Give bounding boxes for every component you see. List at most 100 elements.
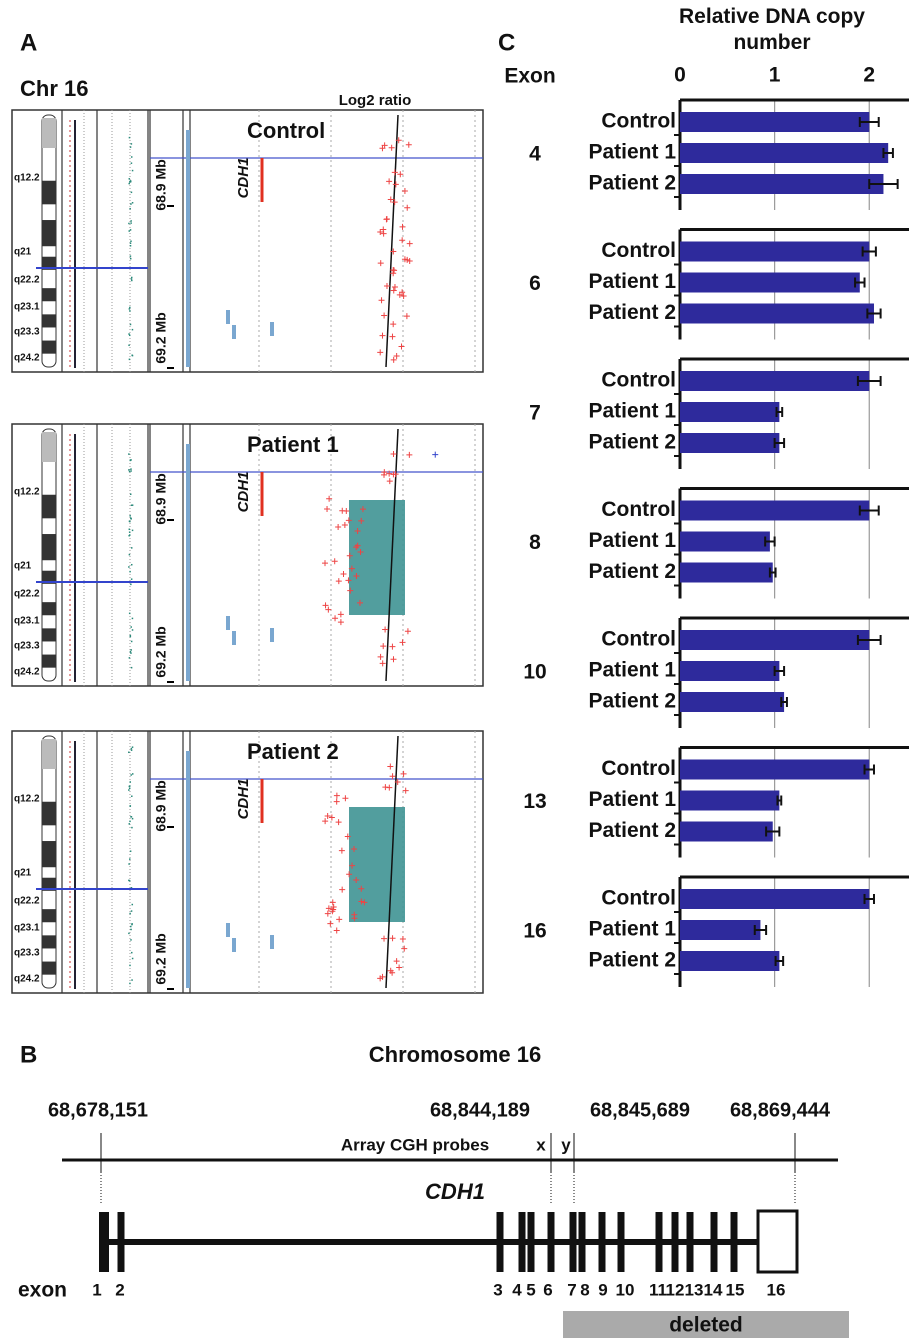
dot	[132, 618, 134, 620]
exon	[618, 1212, 625, 1272]
band-label: q23.3	[14, 948, 40, 959]
dot	[129, 181, 131, 183]
panel-label: C	[498, 29, 515, 56]
dot	[130, 146, 132, 148]
dot	[128, 183, 130, 185]
dot	[129, 515, 131, 517]
gene-block	[226, 616, 230, 630]
dot	[132, 904, 134, 906]
exon-number: 5	[526, 1280, 535, 1299]
dot	[131, 952, 133, 954]
category-label: Patient 1	[588, 529, 676, 552]
band-label: q23.1	[14, 302, 40, 313]
gene-block	[226, 310, 230, 324]
dot	[131, 641, 133, 643]
gene-block	[232, 938, 236, 952]
dot	[130, 222, 132, 224]
bar	[680, 112, 869, 132]
gene-track	[186, 444, 190, 681]
dot	[131, 564, 133, 566]
dot	[128, 223, 130, 225]
category-label: Patient 1	[588, 270, 676, 293]
exon	[656, 1212, 663, 1272]
exon-number: 12	[666, 1280, 685, 1299]
bar	[680, 791, 779, 811]
bar	[680, 951, 779, 971]
bar	[680, 563, 773, 583]
panel-label: A	[20, 29, 37, 56]
ideogram-band	[42, 962, 56, 975]
category-label: Control	[601, 887, 676, 910]
bar	[680, 402, 779, 422]
group-label: 6	[529, 272, 541, 295]
bar	[680, 174, 883, 194]
bar	[680, 371, 869, 391]
dot	[130, 220, 132, 222]
dot	[128, 789, 130, 791]
ideogram-band	[42, 495, 56, 519]
dot	[130, 518, 132, 520]
bar	[680, 661, 779, 681]
exon-number: 7	[567, 1280, 576, 1299]
dot	[131, 162, 133, 164]
dot	[132, 202, 134, 204]
bar	[680, 822, 773, 842]
dot	[130, 229, 132, 231]
band-label: q21	[14, 868, 32, 879]
dot	[129, 471, 131, 473]
bar	[680, 304, 874, 324]
dot	[129, 529, 131, 531]
bar	[680, 242, 869, 262]
ideogram-band	[42, 341, 56, 354]
category-label: Patient 1	[588, 788, 676, 811]
dot	[128, 535, 130, 537]
exon	[599, 1212, 606, 1272]
dot	[131, 748, 133, 750]
band-label: q22.2	[14, 896, 40, 907]
dot	[129, 786, 131, 788]
dot	[129, 913, 131, 915]
deletion-segment	[349, 500, 405, 615]
dot	[131, 355, 133, 357]
dot	[129, 823, 131, 825]
exon-number: 2	[115, 1280, 124, 1299]
dot	[131, 278, 133, 280]
coordinate-label: 68,845,689	[590, 1099, 690, 1121]
exon-number: 13	[685, 1280, 704, 1299]
page: { "panel_labels": {"A": "A", "B": "B", "…	[0, 0, 909, 1338]
dot	[130, 929, 132, 931]
dot	[130, 626, 132, 628]
dot	[129, 821, 131, 823]
ideogram-band	[42, 739, 56, 769]
ideogram-band	[42, 602, 56, 615]
dot	[128, 752, 130, 754]
bar	[680, 532, 770, 552]
dot	[129, 137, 131, 139]
ideogram-band	[42, 220, 56, 246]
category-label: Control	[601, 498, 676, 521]
dot	[130, 939, 132, 941]
band-label: q24.2	[14, 667, 40, 678]
dot	[129, 335, 131, 337]
coordinate-label: 68,869,444	[730, 1099, 831, 1121]
gene-block	[232, 325, 236, 339]
dot	[131, 667, 133, 669]
ideogram-band	[42, 909, 56, 922]
dot	[132, 818, 134, 820]
chromosome-label: Chr 16	[20, 76, 88, 101]
gene-block	[270, 935, 274, 949]
axis-title: Log2 ratio	[339, 92, 412, 109]
gene-block	[226, 923, 230, 937]
gene-block	[270, 628, 274, 642]
band-label: q23.3	[14, 327, 40, 338]
dot	[132, 170, 134, 172]
dot	[130, 926, 132, 928]
bar	[680, 889, 869, 909]
dot	[129, 571, 131, 573]
dot	[128, 863, 130, 865]
bar	[680, 501, 869, 521]
category-label: Control	[601, 628, 676, 651]
exon	[731, 1212, 738, 1272]
panel-label: B	[20, 1041, 37, 1068]
dot	[130, 240, 132, 242]
